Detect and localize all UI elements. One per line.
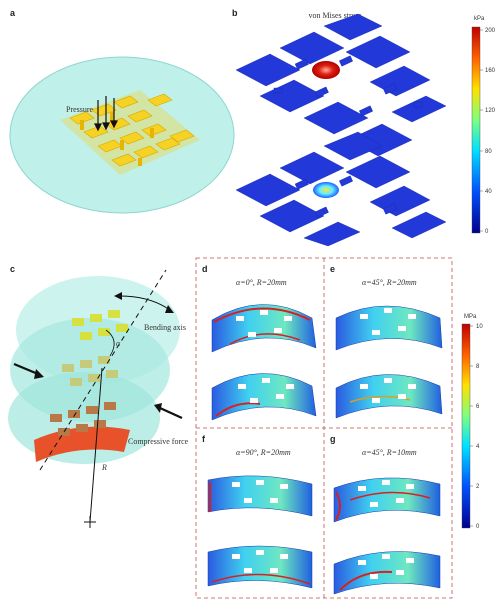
panel-f: f α=90°, R=20mm [202, 434, 313, 589]
bending-axis-line [39, 269, 167, 471]
curved-mesh-e-bottom [335, 374, 443, 419]
panel-e-label: e [330, 264, 335, 274]
colorbar-kpa-unit: kPa [474, 16, 485, 22]
mpa-tick-2: 2 [476, 484, 480, 490]
panel-c: c α R Bending axis [8, 264, 189, 528]
electrode-array [60, 90, 200, 175]
panel-g: g α=45°, R=10mm [330, 434, 441, 595]
bending-axis-label: Bending axis [144, 323, 186, 332]
mpa-tick-8: 8 [476, 364, 480, 370]
kpa-tick-200: 200 [485, 28, 496, 34]
radius-line [89, 367, 103, 523]
panel-f-label: f [202, 434, 206, 444]
panel-g-condition: α=45°, R=10mm [362, 448, 417, 457]
compressive-force-label: Compressive force [128, 437, 189, 446]
curved-mesh-d-top [211, 304, 317, 353]
bending-arrow [119, 295, 171, 311]
panel-a: a [9, 8, 235, 214]
electrode-layer-middle [62, 356, 118, 386]
stress-hotspot-top [312, 61, 340, 79]
radius-symbol: R [101, 463, 107, 472]
substrate [9, 56, 235, 214]
alpha-symbol: α [116, 339, 121, 348]
mpa-tick-6: 6 [476, 404, 480, 410]
panel-f-condition: α=90°, R=20mm [236, 448, 291, 457]
panel-a-label: a [10, 8, 16, 18]
kpa-tick-40: 40 [485, 189, 492, 195]
compressive-force-arrow-left [13, 362, 44, 379]
curved-mesh-f-bottom [207, 545, 313, 589]
colorbar-mpa: MPa 10 8 6 4 2 0 [461, 314, 483, 530]
colorbar-kpa: kPa 200 160 120 80 40 0 [471, 16, 496, 235]
panel-g-label: g [330, 434, 336, 444]
curved-mesh-g-top [333, 477, 441, 523]
panel-b: b von Mises stress [232, 8, 496, 247]
colorbar-mpa-unit: MPa [464, 314, 477, 320]
kpa-tick-160: 160 [485, 68, 496, 74]
curved-mesh-f-top [207, 475, 313, 517]
panel-d: d α=0°, R=20mm [202, 264, 317, 421]
compressive-force-arrow-right [154, 403, 183, 420]
panel-e: e α=45°, R=20mm [330, 264, 443, 419]
stress-mesh-bottom [235, 131, 447, 247]
stress-hotspot-bottom [313, 182, 339, 198]
pressure-arrows [94, 96, 118, 132]
mpa-tick-10: 10 [476, 324, 483, 330]
stress-mesh-top [235, 13, 447, 157]
electrode-layer-bottom [50, 402, 116, 436]
mpa-tick-0: 0 [476, 524, 480, 530]
simulation-grid-frame [195, 257, 453, 599]
pressure-label: Pressure [66, 105, 94, 114]
panel-d-condition: α=0°, R=20mm [236, 278, 287, 287]
kpa-tick-80: 80 [485, 149, 492, 155]
kpa-tick-120: 120 [485, 108, 496, 114]
kpa-tick-0: 0 [485, 229, 489, 235]
curved-mesh-d-bottom [211, 373, 317, 421]
panel-b-label: b [232, 8, 238, 18]
mpa-tick-4: 4 [476, 444, 480, 450]
curved-mesh-g-bottom [333, 551, 441, 595]
panel-e-condition: α=45°, R=20mm [362, 278, 417, 287]
panel-c-label: c [10, 264, 15, 274]
curved-mesh-e-top [335, 305, 443, 351]
electrode-layer-top [72, 310, 128, 340]
panel-b-title: von Mises stress [309, 11, 362, 20]
panel-d-label: d [202, 264, 208, 274]
substrate-layer-bottom [8, 372, 160, 464]
alpha-angle-arc [105, 329, 115, 357]
